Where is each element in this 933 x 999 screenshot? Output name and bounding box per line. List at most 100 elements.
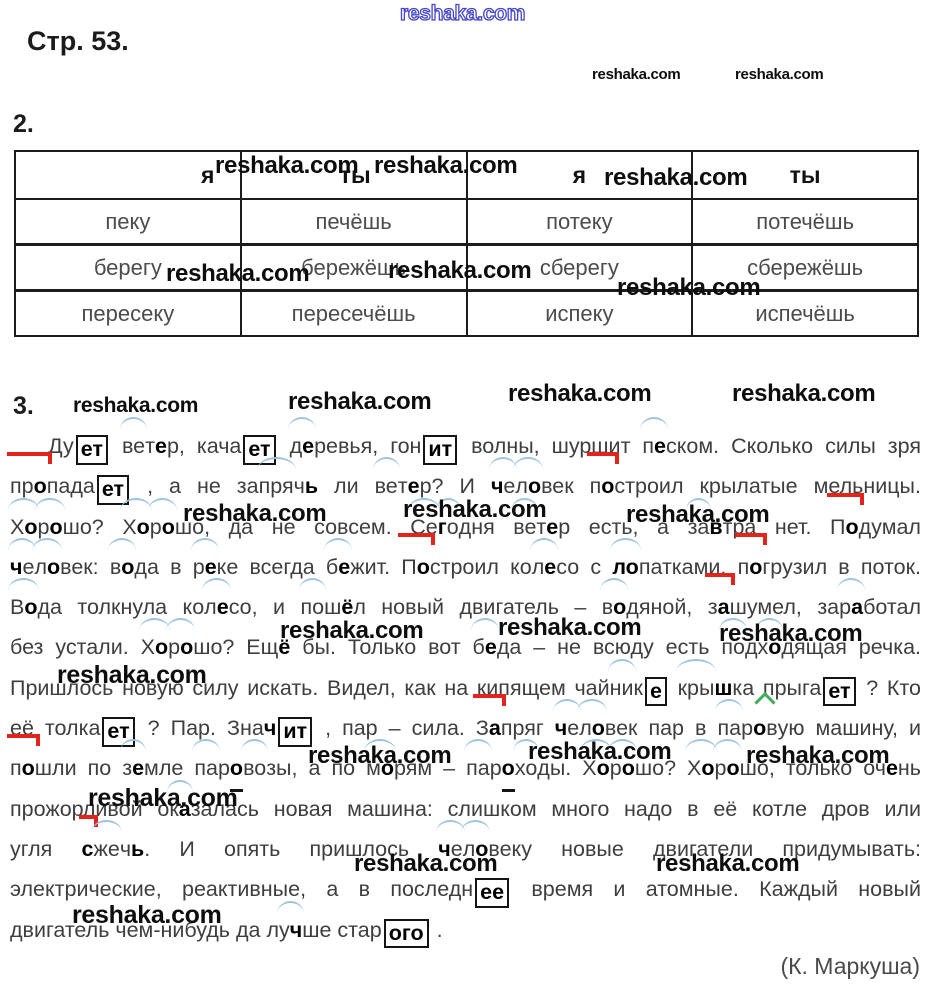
column-header: ты xyxy=(691,150,919,200)
watermark: reshaka.com xyxy=(732,380,876,407)
orthogram-arc: ве xyxy=(119,416,148,466)
table-cell: испечёшь xyxy=(691,289,919,337)
table-cell: пересечёшь xyxy=(239,289,468,337)
conjugation-table: я ты я ты пеку печёшь потеку потечёшь берегу бер… xyxy=(14,150,919,337)
orthogram-arc: па xyxy=(715,699,743,748)
text-segment: жит. xyxy=(350,554,402,579)
prefix-mark: с xyxy=(78,814,99,869)
orthogram-arc: ле xyxy=(202,578,231,627)
orthogram-arc: Хо xyxy=(580,739,613,788)
text-segment: , пар – сила. xyxy=(314,716,476,741)
text-segment: век xyxy=(541,474,590,499)
text-segment: шо? Ещё бы. Только вот xyxy=(193,635,473,660)
text-segment: тер? И xyxy=(397,474,491,499)
column-header: я xyxy=(14,150,242,200)
watermark: reshaka.com xyxy=(288,388,432,415)
orthogram-arc: же xyxy=(91,819,123,869)
text-segment: , а не за xyxy=(131,474,259,499)
text-line: Ду ет ветер, кача ет деревья, гон ит волны,… xyxy=(10,416,921,466)
orthogram-arc: мо xyxy=(364,739,396,788)
attribution: (К. Маркуша) xyxy=(780,953,920,979)
orthogram-arc: ве xyxy=(511,497,539,547)
orthogram-arc: ло xyxy=(610,537,641,587)
text-segment: ды. xyxy=(537,756,583,781)
text-segment xyxy=(278,434,290,458)
orthogram-arc: по xyxy=(298,578,326,627)
orthogram-arc: ло xyxy=(577,699,607,748)
prefix-mark: по xyxy=(586,452,620,506)
prefix-mark: про xyxy=(7,452,52,506)
text-segment: р xyxy=(741,716,754,741)
prefix-mark: По xyxy=(398,532,435,587)
text-segment: шли по xyxy=(34,756,123,781)
text-segment: ч xyxy=(263,716,277,741)
text-segment: пада xyxy=(46,474,95,499)
orthogram-arc: ро xyxy=(35,497,65,547)
watermark: reshaka.com xyxy=(73,394,199,417)
orthogram-arc: пря xyxy=(256,457,296,506)
table-cell: пеку xyxy=(14,198,242,246)
ending-box: ее xyxy=(475,878,510,908)
suffix-mark: ов xyxy=(753,708,778,748)
text-segment: без устали. xyxy=(10,635,141,660)
orthogram-arc: че xyxy=(7,537,37,587)
text-segment: да – не всюду есть xyxy=(496,635,722,660)
watermark: reshaka.com xyxy=(592,66,681,83)
ending-box: ет xyxy=(96,475,130,505)
text-segment: да в xyxy=(134,554,193,579)
text-segment: шо? xyxy=(634,756,688,781)
text-segment: электрические, реактивные, а в последн xyxy=(10,877,474,902)
table-cell: сберегу xyxy=(465,243,694,292)
orthogram-arc: во xyxy=(107,537,136,587)
ending-box: ит xyxy=(278,717,313,747)
text-segment: рям – xyxy=(393,756,467,781)
orthogram-arc: бе xyxy=(323,537,353,587)
orthogram-arc: во xyxy=(241,739,269,788)
text-segment: тер, кача xyxy=(145,434,242,458)
text-segment: ? Пар. Зна xyxy=(136,716,264,741)
text-segment: шёл новый двигатель – xyxy=(324,595,602,620)
text-segment: к xyxy=(633,675,643,700)
text-segment: р xyxy=(489,756,502,781)
text-segment: мле xyxy=(144,756,195,781)
ending-box: ет xyxy=(823,676,856,707)
orthogram-arc: Хо xyxy=(120,497,153,547)
orthogram-arc: ле xyxy=(529,537,558,587)
text-segment: строил ко xyxy=(429,554,532,579)
text-segment: втра нет. xyxy=(709,514,831,539)
orthogram-arc: де xyxy=(287,416,316,466)
text-segment: шумел, за xyxy=(729,595,840,620)
text-segment: чь ли xyxy=(293,474,375,499)
text-line: угля сжечь. И опять пришлось человеку но… xyxy=(10,814,921,869)
connecting-vowel: о xyxy=(229,748,244,792)
orthogram-arc: па xyxy=(192,739,220,788)
page-title: Стр. 53. xyxy=(27,26,129,56)
orthogram-arc: ка xyxy=(167,779,194,829)
orthogram-arc: во xyxy=(599,578,628,627)
text-segment: со с xyxy=(556,554,613,579)
connecting-vowel: о xyxy=(501,748,515,792)
orthogram-arc: бе xyxy=(470,618,500,667)
text-segment xyxy=(669,676,678,700)
text-segment: угля xyxy=(10,836,82,861)
text-line: пропада ет , а не запрячь ли ветер? И чел… xyxy=(7,452,921,506)
text-segment: строил крылатые мельницы. xyxy=(614,474,921,499)
text-line: Хорошо? Хорошо, да не совсем. Сегодня ве… xyxy=(7,492,921,547)
text-line: электрические, реактивные, а в последн ее… xyxy=(10,869,921,909)
text-segment: зы, а по xyxy=(266,756,367,781)
text-line: её толка ет ? Пар. Знач ит , пар – сила. З… xyxy=(10,693,921,748)
orthogram-arc: ло xyxy=(32,537,62,587)
text-segment: шо, да не совсем. xyxy=(174,514,411,539)
orthogram-arc: за xyxy=(685,497,712,547)
orthogram-arc: хо xyxy=(512,739,540,788)
orthogram-arc: ни xyxy=(607,658,636,708)
orthogram-arc: Хо xyxy=(684,739,718,788)
text-segment: век пар в xyxy=(604,716,718,741)
orthogram-arc: уч xyxy=(276,900,305,950)
text-segment: . xyxy=(430,917,443,942)
table-row: берегу бережёшь сберегу сбережёшь xyxy=(14,243,919,292)
table-cell: берегу xyxy=(14,243,242,292)
column-header: ты xyxy=(239,150,468,200)
ending-box: ет xyxy=(75,435,109,465)
orthogram-arc: ло xyxy=(460,819,491,869)
